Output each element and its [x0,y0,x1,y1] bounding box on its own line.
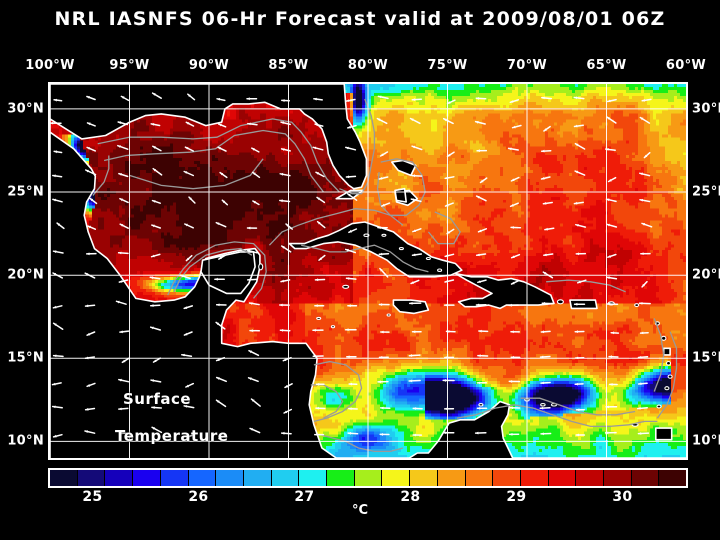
colorbar-cell-12 [382,470,410,486]
x-tick--70: 70°W [507,58,547,73]
colorbar-cell-2 [105,470,133,486]
x-tick--75: 75°W [427,58,467,73]
y-tick-left-20: 20°N [7,268,44,283]
y-tick-right-20: 20°N [692,268,720,283]
y-tick-right-10: 10°N [692,434,720,449]
colorbar-cell-1 [78,470,106,486]
y-tick-left-15: 15°N [7,351,44,366]
x-tick--90: 90°W [189,58,229,73]
colorbar-cell-19 [576,470,604,486]
colorbar-cell-4 [161,470,189,486]
colorbar-cell-20 [604,470,632,486]
colorbar-cell-21 [632,470,660,486]
x-tick--65: 65°W [586,58,626,73]
colorbar-unit-label: °C [0,503,720,518]
figure-title: NRL IASNFS 06-Hr Forecast valid at 2009/… [0,8,720,30]
colorbar-cell-22 [659,470,686,486]
colorbar-cell-16 [493,470,521,486]
y-tick-left-10: 10°N [7,434,44,449]
temperature-colorbar[interactable] [48,468,688,488]
y-tick-right-25: 25°N [692,185,720,200]
x-tick--100: 100°W [25,58,74,73]
colorbar-cell-10 [327,470,355,486]
colorbar-cell-0 [50,470,78,486]
colorbar-cell-9 [299,470,327,486]
colorbar-cell-3 [133,470,161,486]
y-tick-left-30: 30°N [7,101,44,116]
colorbar-cell-6 [216,470,244,486]
y-tick-right-30: 30°N [692,101,720,116]
colorbar-cell-13 [410,470,438,486]
map-caption-line1: Surface [123,390,191,408]
colorbar-cell-15 [466,470,494,486]
x-tick--60: 60°W [666,58,706,73]
y-tick-left-25: 25°N [7,185,44,200]
colorbar-cell-17 [521,470,549,486]
colorbar-cell-14 [438,470,466,486]
x-tick--80: 80°W [348,58,388,73]
x-tick--85: 85°W [268,58,308,73]
colorbar-cell-5 [189,470,217,486]
colorbar-cell-7 [244,470,272,486]
map-caption-line2: Temperature [115,427,228,445]
x-tick--95: 95°W [109,58,149,73]
colorbar-cell-8 [272,470,300,486]
y-tick-right-15: 15°N [692,351,720,366]
colorbar-cell-18 [549,470,577,486]
colorbar-cell-11 [355,470,383,486]
